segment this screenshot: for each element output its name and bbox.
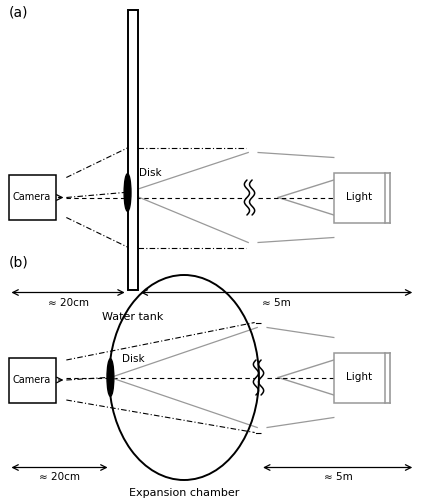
Text: ≈ 20cm: ≈ 20cm xyxy=(48,298,89,308)
Text: Camera: Camera xyxy=(13,192,51,202)
Text: Disk: Disk xyxy=(122,354,145,364)
Bar xyxy=(9,358,56,403)
Text: ≈ 5m: ≈ 5m xyxy=(324,472,353,482)
Bar xyxy=(128,10,138,290)
Bar xyxy=(334,352,385,403)
Text: (a): (a) xyxy=(9,5,28,19)
Bar xyxy=(9,175,56,220)
Ellipse shape xyxy=(107,359,114,396)
Text: Camera: Camera xyxy=(13,375,51,385)
Text: ≈ 20cm: ≈ 20cm xyxy=(39,472,80,482)
Text: Water tank: Water tank xyxy=(102,312,164,322)
Text: (b): (b) xyxy=(9,255,28,269)
Text: Light: Light xyxy=(346,372,373,382)
Ellipse shape xyxy=(124,174,131,211)
Text: Expansion chamber: Expansion chamber xyxy=(129,488,239,498)
Text: ≈ 5m: ≈ 5m xyxy=(262,298,291,308)
Text: Light: Light xyxy=(346,192,373,202)
Text: Disk: Disk xyxy=(139,168,162,177)
Bar xyxy=(334,172,385,222)
